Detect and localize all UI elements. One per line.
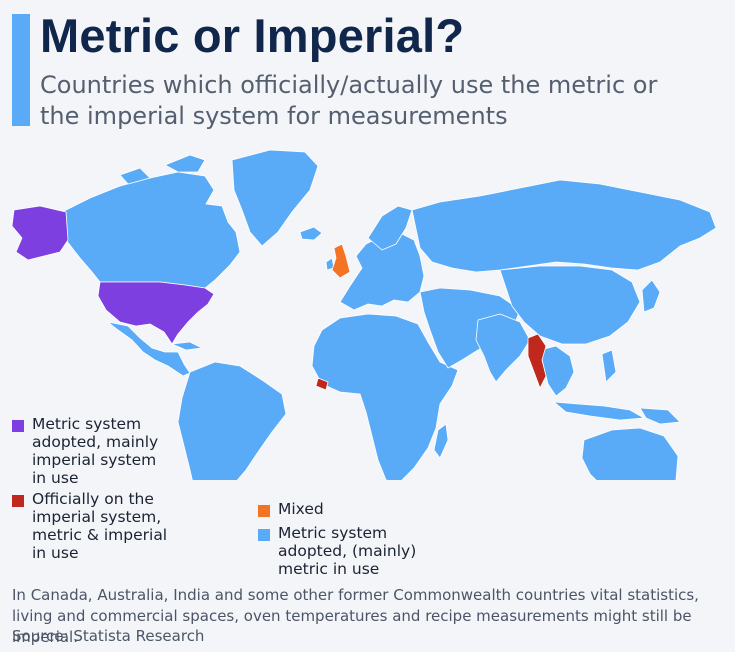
region-madagascar — [433, 423, 449, 459]
page-subtitle: Countries which officially/actually use … — [40, 71, 658, 130]
region-china — [499, 265, 641, 345]
region-arctic-islands — [164, 154, 206, 173]
region-liberia — [315, 377, 329, 391]
region-united-kingdom — [331, 243, 351, 279]
region-arctic-islands — [119, 167, 151, 185]
region-africa — [311, 313, 459, 480]
legend-swatch-blue — [258, 529, 270, 541]
region-canada — [61, 171, 241, 289]
legend-item-metric-mainly-imperial: Metric system adopted, mainly imperial s… — [12, 415, 172, 487]
world-map — [11, 149, 717, 480]
region-india — [475, 313, 531, 383]
region-alaska — [11, 205, 69, 261]
legend-label: Metric system adopted, (mainly) metric i… — [278, 524, 417, 578]
region-new-guinea — [639, 407, 681, 425]
region-europe — [339, 231, 425, 311]
region-myanmar — [527, 333, 547, 389]
legend-swatch-purple — [12, 420, 24, 432]
page-title: Metric or Imperial? — [40, 9, 465, 62]
legend-label: Mixed — [278, 500, 324, 518]
legend-label: Metric system adopted, mainly imperial s… — [32, 415, 159, 487]
region-russia — [411, 179, 717, 273]
region-united-states — [97, 281, 215, 345]
legend-swatch-orange — [258, 505, 270, 517]
legend-item-metric-mainly-metric: Metric system adopted, (mainly) metric i… — [258, 524, 458, 578]
region-indonesia — [553, 401, 645, 421]
footnote: In Canada, Australia, India and some oth… — [12, 586, 699, 646]
region-iceland — [299, 226, 323, 241]
legend-item-officially-imperial: Officially on the imperial system, metri… — [12, 490, 172, 562]
region-greenland — [231, 149, 319, 247]
title-accent-bar — [12, 14, 30, 126]
source-credit: Source: Statista Research — [12, 627, 205, 645]
region-south-america — [177, 361, 287, 480]
legend-swatch-red — [12, 495, 24, 507]
region-caribbean — [171, 341, 203, 351]
region-philippines — [601, 349, 617, 383]
region-scandinavia — [367, 205, 413, 251]
region-japan — [641, 279, 661, 313]
region-australia — [581, 427, 679, 480]
legend-label: Officially on the imperial system, metri… — [32, 490, 168, 562]
legend-item-mixed: Mixed — [258, 500, 458, 518]
